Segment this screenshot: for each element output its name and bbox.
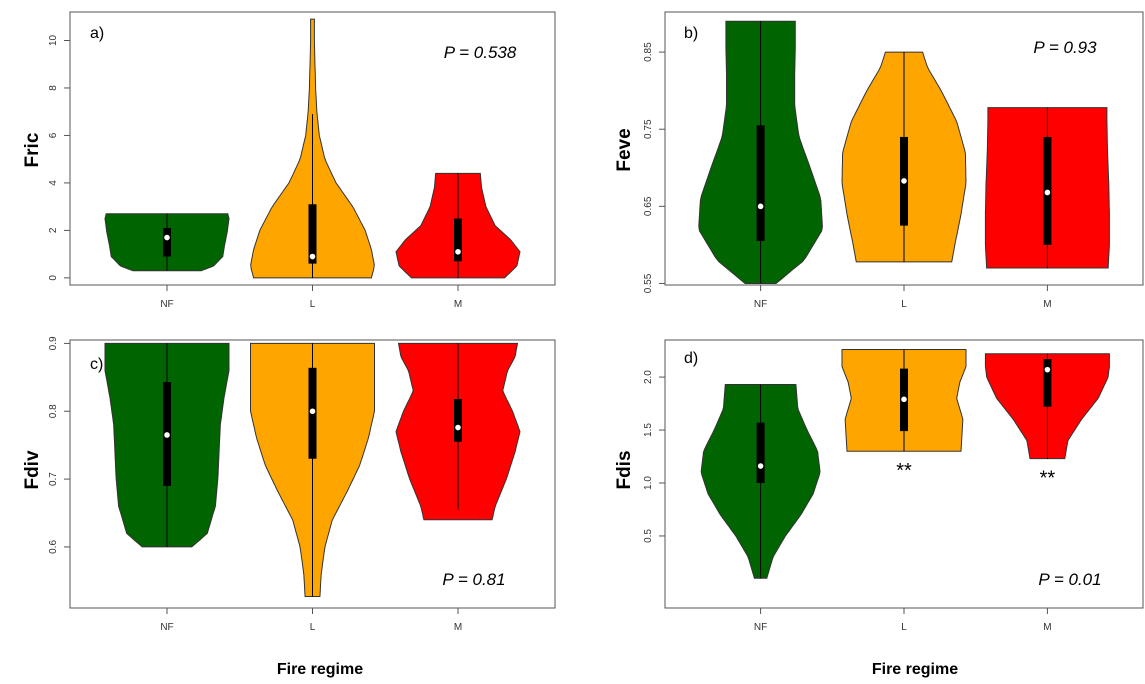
x-tick-label-l: L: [310, 622, 316, 633]
y-tick-label: 0.65: [643, 196, 654, 216]
p-value: P = 0.01: [1038, 570, 1101, 589]
x-axis-title-left: Fire regime: [277, 661, 363, 678]
y-axis-label: Fdiv: [22, 450, 43, 489]
median-point-m: [455, 248, 461, 255]
p-value: P = 0.81: [442, 570, 505, 589]
y-tick-label: 0.55: [643, 273, 654, 293]
median-point-m: [1044, 366, 1051, 373]
y-tick-label: 1.0: [643, 476, 654, 490]
panel-c: 0.6 0.7 0.8 0.9 Fdiv c) P = 0.81 NF L M: [22, 336, 556, 633]
panel-tag: d): [684, 350, 698, 367]
y-tick-label: 0.6: [48, 540, 59, 554]
x-tick-label-l: L: [310, 299, 316, 310]
x-tick-label-m: M: [454, 299, 462, 310]
significance-stars-m: **: [1040, 468, 1056, 490]
y-tick-label: 0.85: [643, 42, 654, 62]
x-tick-label-m: M: [454, 622, 462, 633]
median-point-m: [455, 424, 461, 431]
y-tick-label: 6: [48, 132, 59, 138]
y-tick-label: 0.8: [48, 404, 59, 418]
y-tick-label: 0.5: [643, 529, 654, 543]
iqr-box-m: [454, 399, 462, 442]
iqr-box-nf: [163, 228, 171, 257]
y-tick-label: 2: [48, 227, 59, 233]
p-value: P = 0.538: [444, 43, 517, 62]
x-tick-label-nf: NF: [160, 299, 173, 310]
median-point-nf: [757, 463, 764, 469]
y-axis-label: Fdis: [614, 450, 635, 489]
iqr-box-m: [454, 218, 462, 262]
y-tick-label: 0.7: [48, 472, 59, 486]
median-point-nf: [757, 203, 764, 210]
panel-tag: c): [90, 356, 103, 373]
iqr-box-m: [1043, 359, 1052, 407]
y-tick-label: 0.9: [48, 336, 59, 350]
y-axis-label: Feve: [614, 128, 635, 171]
x-tick-label-m: M: [1043, 622, 1051, 633]
median-point-l: [309, 253, 316, 260]
y-tick-label: 4: [48, 180, 59, 186]
x-tick-label-l: L: [901, 622, 907, 633]
median-point-l: [901, 396, 907, 403]
median-point-l: [901, 178, 907, 184]
x-axis-title-right: Fire regime: [872, 661, 958, 678]
y-tick-label: 10: [48, 34, 59, 46]
y-axis-label: Fric: [22, 132, 43, 167]
y-tick-label: 0.75: [643, 119, 654, 139]
x-tick-label-m: M: [1043, 299, 1051, 310]
p-value: P = 0.93: [1033, 38, 1097, 57]
median-point-nf: [164, 432, 170, 438]
x-tick-label-nf: NF: [754, 622, 767, 633]
median-point-m: [1044, 189, 1051, 196]
iqr-box-nf: [756, 422, 765, 484]
y-tick-label: 0: [48, 275, 59, 281]
panel-d: 0.5 1.0 1.5 2.0 Fdis d) P = 0.01 NF L ** M **: [614, 339, 1144, 633]
iqr-box-l: [308, 204, 317, 264]
panel-tag: b): [684, 25, 698, 42]
y-tick-label: 2.0: [643, 370, 654, 384]
y-tick-label: 8: [48, 85, 59, 91]
x-tick-label-nf: NF: [160, 622, 173, 633]
median-point-l: [309, 408, 316, 415]
panel-b: 0.55 0.65 0.75 0.85 Feve b) P = 0.93 NF L M: [614, 11, 1144, 310]
panel-a: 0 2 4 6 8 10 Fric a) P = 0.538 NF L M: [22, 11, 556, 310]
x-tick-label-nf: NF: [754, 299, 767, 310]
median-point-nf: [164, 234, 170, 241]
y-tick-label: 1.5: [643, 423, 654, 437]
x-tick-label-l: L: [901, 299, 907, 310]
iqr-box-nf: [756, 125, 765, 242]
significance-stars-l: **: [896, 460, 912, 482]
panel-tag: a): [90, 25, 104, 42]
